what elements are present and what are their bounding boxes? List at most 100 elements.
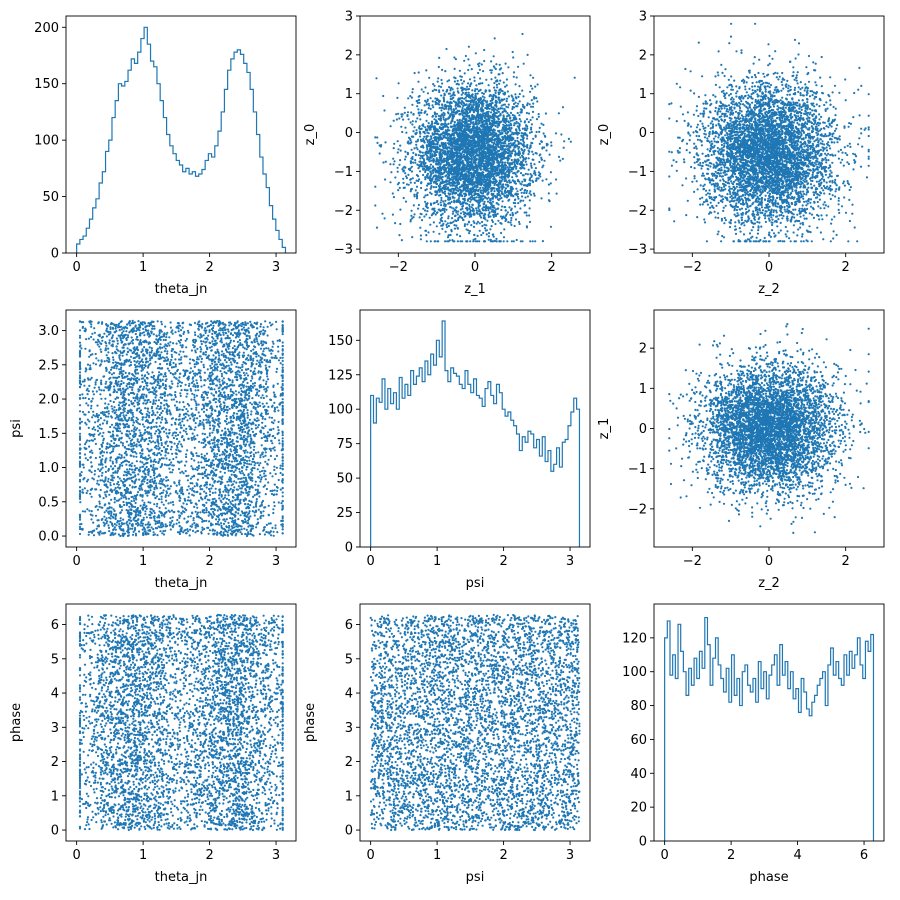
scatter-point: [506, 161, 509, 164]
scatter-point: [471, 106, 475, 109]
scatter-point: [431, 133, 434, 136]
scatter-point: [472, 108, 475, 111]
scatter-point: [464, 193, 467, 196]
scatter-point: [498, 189, 502, 192]
scatter-point: [429, 167, 432, 170]
scatter-point: [512, 201, 515, 204]
scatter-point: [482, 214, 485, 217]
scatter-point: [530, 126, 533, 129]
scatter-point: [496, 126, 499, 129]
scatter-point: [491, 150, 494, 153]
scatter-point: [440, 204, 443, 207]
scatter-point: [493, 37, 496, 40]
scatter-point: [491, 220, 494, 223]
scatter-point: [459, 235, 462, 238]
scatter-point: [482, 102, 485, 105]
scatter-point: [475, 192, 478, 195]
scatter-point: [434, 132, 437, 135]
scatter-point: [401, 130, 404, 134]
scatter-point: [467, 185, 470, 188]
scatter-point: [451, 143, 454, 146]
scatter-point: [473, 101, 476, 104]
scatter-point: [402, 186, 405, 189]
scatter-point: [409, 220, 412, 223]
scatter-point: [422, 146, 425, 149]
scatter-point: [511, 95, 514, 98]
scatter-point: [429, 124, 432, 127]
scatter-point: [481, 82, 484, 85]
scatter-point: [457, 140, 460, 143]
scatter-point: [478, 157, 481, 160]
scatter-point: [468, 171, 471, 174]
scatter-point: [450, 101, 453, 105]
scatter-point: [479, 186, 482, 190]
scatter-point: [378, 152, 381, 155]
scatter-point: [466, 207, 469, 210]
scatter-point: [459, 144, 462, 148]
scatter-point: [461, 162, 464, 165]
scatter-point: [466, 147, 469, 150]
scatter-point: [417, 207, 420, 210]
scatter-point: [434, 97, 437, 100]
scatter-point: [479, 189, 483, 192]
scatter-point: [439, 135, 442, 138]
scatter-point: [483, 131, 486, 134]
scatter-point: [539, 172, 542, 175]
scatter-point: [423, 141, 426, 144]
scatter-point: [407, 183, 410, 186]
scatter-point: [542, 164, 545, 167]
scatter-point: [492, 166, 495, 169]
scatter-point: [508, 126, 511, 129]
scatter-point: [434, 180, 437, 183]
scatter-point: [483, 59, 486, 63]
scatter-point: [472, 123, 475, 126]
scatter-point: [512, 240, 515, 243]
scatter-point: [489, 99, 492, 103]
scatter-point: [513, 114, 516, 117]
scatter-point: [425, 240, 428, 243]
scatter-point: [495, 144, 498, 147]
scatter-point: [456, 213, 459, 216]
scatter-point: [497, 91, 500, 94]
scatter-point: [411, 123, 414, 126]
scatter-point: [405, 131, 408, 134]
scatter-point: [461, 97, 464, 100]
scatter-point: [557, 155, 561, 158]
scatter-point: [450, 228, 453, 232]
scatter-point: [430, 149, 433, 152]
scatter-point: [448, 182, 451, 185]
scatter-point: [474, 92, 477, 95]
x-tick-label: 3: [272, 260, 280, 275]
scatter-point: [411, 155, 414, 159]
scatter-point: [447, 105, 450, 108]
scatter-point: [455, 132, 459, 135]
scatter-point: [480, 148, 483, 151]
scatter-point: [486, 154, 489, 157]
scatter-point: [521, 103, 525, 106]
scatter-point: [412, 135, 415, 138]
scatter-point: [529, 84, 533, 87]
scatter-point: [433, 155, 436, 158]
scatter-point: [411, 91, 414, 94]
scatter-point: [509, 117, 512, 120]
scatter-point: [498, 162, 501, 165]
scatter-point: [504, 110, 507, 113]
scatter-point: [476, 220, 480, 223]
scatter-point: [419, 160, 422, 163]
scatter-point: [521, 187, 524, 190]
scatter-point: [495, 183, 498, 186]
scatter-point: [507, 66, 510, 69]
scatter-point: [511, 119, 514, 122]
scatter-point: [521, 195, 524, 198]
scatter-point: [540, 156, 543, 159]
scatter-point: [383, 217, 386, 220]
scatter-point: [429, 135, 432, 138]
scatter-point: [521, 143, 524, 147]
scatter-point: [435, 122, 438, 125]
scatter-point: [465, 160, 468, 163]
scatter-point: [512, 75, 515, 78]
scatter-point: [451, 152, 454, 155]
scatter-point: [436, 190, 439, 193]
scatter-point: [462, 180, 465, 183]
